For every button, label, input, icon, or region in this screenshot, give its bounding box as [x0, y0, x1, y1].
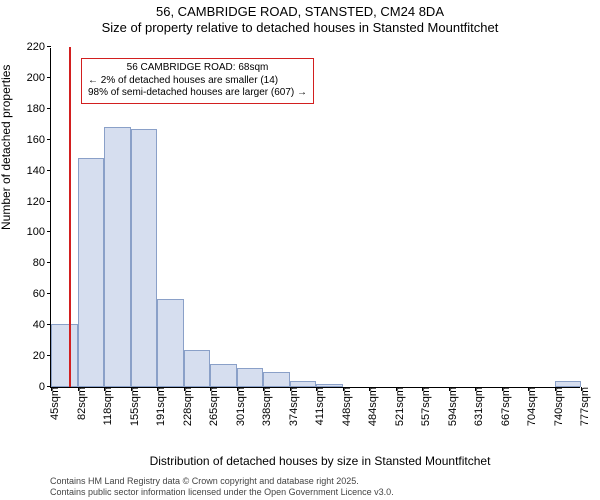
x-tick-label: 594sqm — [445, 387, 459, 426]
x-tick-label: 667sqm — [498, 387, 512, 426]
x-tick-label: 631sqm — [471, 387, 485, 426]
y-tick-mark — [47, 293, 51, 294]
x-tick-label: 448sqm — [339, 387, 353, 426]
x-tick-label: 155sqm — [127, 387, 141, 426]
histogram-bar — [78, 158, 105, 387]
histogram-bar — [316, 384, 343, 387]
histogram-bar — [290, 381, 317, 387]
y-tick-mark — [47, 108, 51, 109]
y-tick-label: 80 — [33, 257, 51, 269]
y-tick-mark — [47, 170, 51, 171]
annotation-line-2: ← 2% of detached houses are smaller (14) — [88, 75, 307, 88]
y-tick-label: 100 — [27, 226, 51, 238]
x-tick-label: 704sqm — [524, 387, 538, 426]
histogram-bar — [555, 381, 582, 387]
chart-title-line-2: Size of property relative to detached ho… — [0, 20, 600, 35]
y-tick-mark — [47, 201, 51, 202]
histogram-bar — [157, 299, 184, 387]
histogram-bar — [210, 364, 237, 387]
x-tick-label: 338sqm — [259, 387, 273, 426]
y-tick-label: 140 — [27, 165, 51, 177]
x-tick-label: 411sqm — [312, 387, 326, 425]
y-tick-label: 60 — [33, 288, 51, 300]
plot-area: 02040608010012014016018020022045sqm82sqm… — [50, 48, 580, 388]
histogram-bar — [184, 350, 211, 387]
footer-line-2: Contains public sector information licen… — [50, 487, 394, 497]
y-axis-label: Number of detached properties — [0, 65, 13, 230]
footer-line-1: Contains HM Land Registry data © Crown c… — [50, 476, 359, 486]
y-tick-mark — [47, 46, 51, 47]
y-tick-mark — [47, 139, 51, 140]
x-tick-label: 521sqm — [392, 387, 406, 426]
x-tick-label: 228sqm — [180, 387, 194, 426]
x-tick-label: 374sqm — [286, 387, 300, 426]
annotation-box: 56 CAMBRIDGE ROAD: 68sqm← 2% of detached… — [81, 58, 314, 104]
annotation-line-3: 98% of semi-detached houses are larger (… — [88, 87, 307, 100]
subject-marker-line — [69, 47, 71, 387]
x-axis-label: Distribution of detached houses by size … — [50, 454, 590, 468]
y-tick-mark — [47, 231, 51, 232]
x-tick-label: 777sqm — [577, 387, 591, 426]
histogram-bar — [131, 129, 158, 387]
chart-container: { "titles": { "line1": "56, CAMBRIDGE RO… — [0, 0, 600, 500]
chart-title-line-1: 56, CAMBRIDGE ROAD, STANSTED, CM24 8DA — [0, 4, 600, 19]
y-tick-label: 20 — [33, 350, 51, 362]
histogram-bar — [263, 372, 290, 387]
x-tick-label: 301sqm — [233, 387, 247, 426]
y-tick-mark — [47, 262, 51, 263]
y-tick-label: 220 — [27, 41, 51, 53]
x-tick-label: 82sqm — [74, 387, 88, 420]
x-tick-label: 484sqm — [365, 387, 379, 426]
histogram-bar — [51, 324, 78, 387]
y-tick-label: 120 — [27, 196, 51, 208]
y-tick-mark — [47, 77, 51, 78]
histogram-bar — [104, 127, 131, 387]
annotation-line-1: 56 CAMBRIDGE ROAD: 68sqm — [88, 62, 307, 75]
x-tick-label: 45sqm — [47, 387, 61, 420]
histogram-bar — [237, 368, 264, 387]
x-tick-label: 191sqm — [153, 387, 167, 426]
x-tick-label: 740sqm — [551, 387, 565, 426]
y-tick-label: 200 — [27, 72, 51, 84]
y-tick-label: 180 — [27, 103, 51, 115]
y-tick-label: 160 — [27, 134, 51, 146]
x-tick-label: 557sqm — [418, 387, 432, 426]
x-tick-label: 265sqm — [206, 387, 220, 426]
x-tick-label: 118sqm — [100, 387, 114, 425]
y-tick-label: 40 — [33, 319, 51, 331]
